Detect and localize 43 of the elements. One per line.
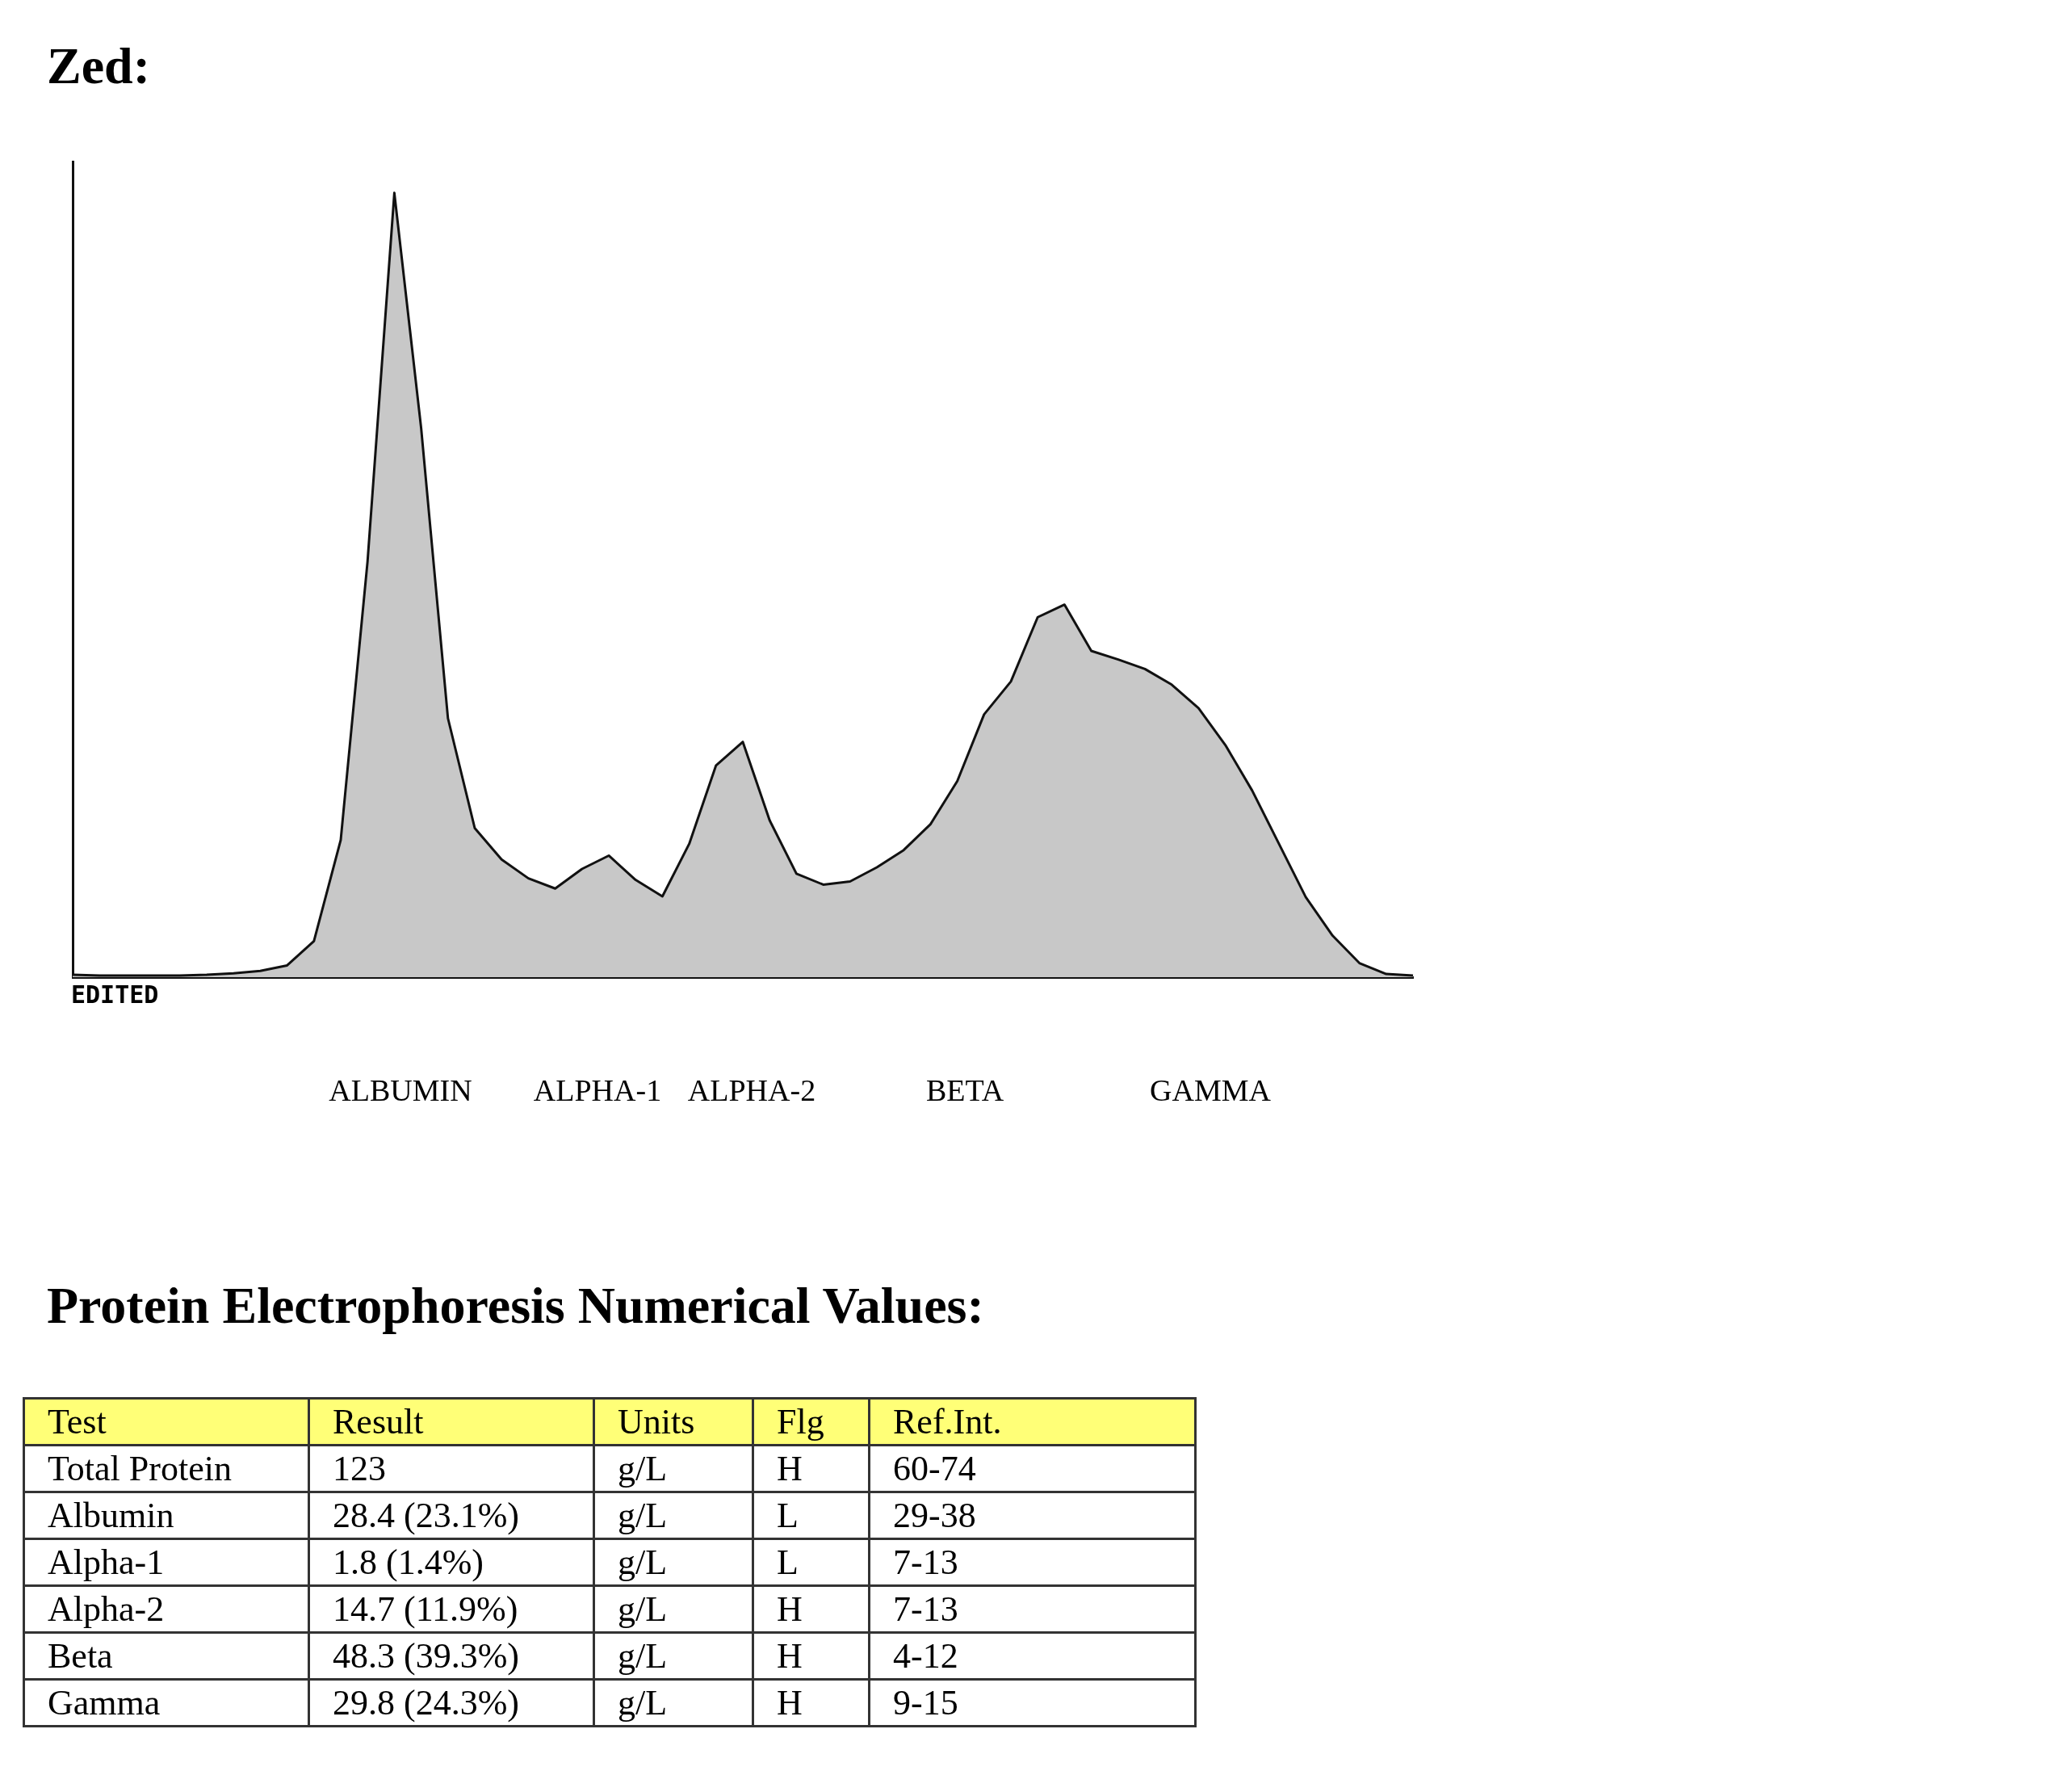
text: H bbox=[753, 1632, 870, 1680]
text: g/L bbox=[593, 1632, 753, 1680]
text: BETA bbox=[925, 1072, 1004, 1108]
text: H bbox=[753, 1679, 870, 1727]
text: Test bbox=[23, 1398, 309, 1446]
text: 60-74 bbox=[869, 1445, 1196, 1492]
text: Flg bbox=[753, 1398, 870, 1446]
text: Result bbox=[308, 1398, 594, 1446]
text: ALBUMIN bbox=[329, 1072, 472, 1108]
text: 123 bbox=[308, 1445, 594, 1492]
text: Albumin bbox=[23, 1492, 309, 1539]
text: L bbox=[753, 1492, 870, 1539]
text: Alpha-2 bbox=[23, 1585, 309, 1633]
text: Protein Electrophoresis Numerical Values: bbox=[47, 1276, 984, 1336]
text: L bbox=[753, 1538, 870, 1586]
text: H bbox=[753, 1585, 870, 1633]
chart-title: Zed: bbox=[47, 36, 150, 96]
text: Beta bbox=[23, 1632, 309, 1680]
text: H bbox=[753, 1445, 870, 1492]
text: Alpha-1 bbox=[23, 1538, 309, 1586]
text: g/L bbox=[593, 1492, 753, 1539]
text: 9-15 bbox=[869, 1679, 1196, 1727]
text: ALPHA-1 bbox=[533, 1072, 662, 1108]
text: 29.8 (24.3%) bbox=[308, 1679, 594, 1727]
text: ALPHA-2 bbox=[687, 1072, 816, 1108]
text: 4-12 bbox=[869, 1632, 1196, 1680]
text: 48.3 (39.3%) bbox=[308, 1632, 594, 1680]
text: 7-13 bbox=[869, 1538, 1196, 1586]
text: g/L bbox=[593, 1445, 753, 1492]
text: Gamma bbox=[23, 1679, 309, 1727]
text: 28.4 (23.1%) bbox=[308, 1492, 594, 1539]
text: 1.8 (1.4%) bbox=[308, 1538, 594, 1586]
text: Units bbox=[593, 1398, 753, 1446]
text: 14.7 (11.9%) bbox=[308, 1585, 594, 1633]
text: Ref.Int. bbox=[869, 1398, 1196, 1446]
text: 29-38 bbox=[869, 1492, 1196, 1539]
text: Total Protein bbox=[23, 1445, 309, 1492]
text: g/L bbox=[593, 1585, 753, 1633]
text: EDITED bbox=[71, 980, 159, 1009]
text: GAMMA bbox=[1150, 1072, 1271, 1108]
text: g/L bbox=[593, 1679, 753, 1727]
text: 7-13 bbox=[869, 1585, 1196, 1633]
text: g/L bbox=[593, 1538, 753, 1586]
